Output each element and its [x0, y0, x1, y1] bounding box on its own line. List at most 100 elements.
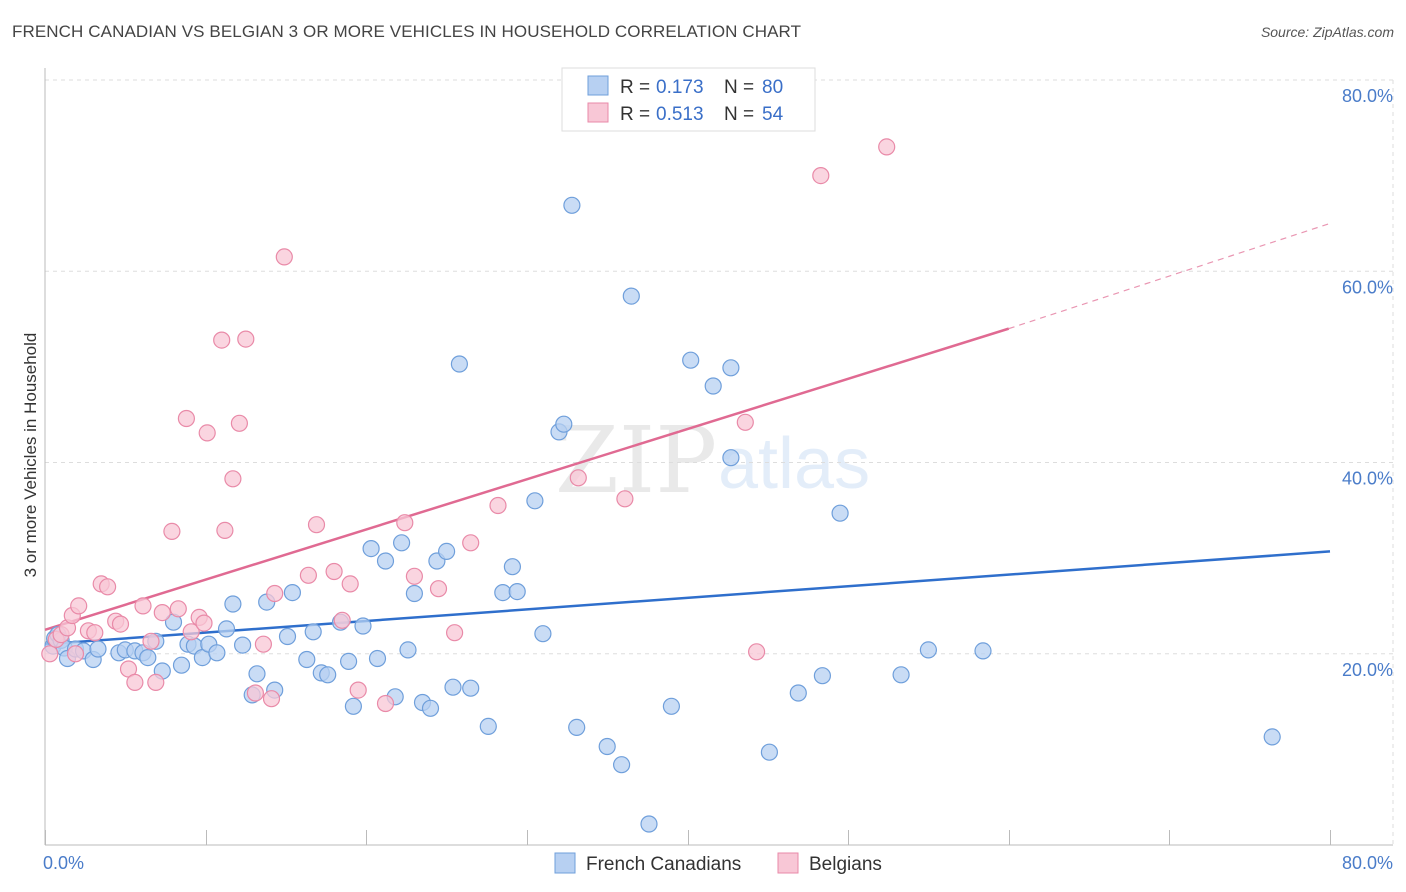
point-french-canadian-49	[421, 699, 440, 717]
point-belgian-43	[396, 514, 414, 532]
watermark-atlas: atlas	[718, 424, 870, 504]
point-belgian-37	[307, 516, 326, 534]
point-belgian-45	[429, 580, 448, 598]
point-french-canadian-28	[248, 665, 266, 683]
point-belgian-46	[446, 624, 464, 642]
point-french-canadian-77	[831, 504, 849, 522]
point-french-canadian-23	[208, 644, 226, 662]
trend-lines	[44, 222, 1331, 646]
point-french-canadian-65	[598, 737, 616, 756]
legend-r-value-2: 0.513	[656, 104, 704, 125]
point-belgian-42	[376, 694, 395, 713]
bottom-legend-french-canadians: French Canadians	[586, 854, 741, 875]
point-belgian-20	[169, 600, 187, 618]
trend-line-belgians	[44, 327, 1010, 632]
point-french-canadian-18	[172, 656, 191, 674]
point-belgian-26	[213, 331, 231, 349]
point-french-canadian-67	[622, 287, 640, 305]
data-points	[41, 138, 1281, 833]
point-belgian-10	[98, 578, 117, 596]
point-belgian-25	[198, 424, 216, 442]
point-french-canadian-80	[974, 642, 992, 660]
point-belgian-48	[489, 496, 507, 515]
point-belgian-44	[405, 567, 423, 585]
point-belgian-21	[177, 409, 195, 428]
point-french-canadian-59	[526, 492, 544, 510]
watermark-zip: ZIP	[555, 407, 717, 514]
point-belgian-5	[66, 645, 85, 663]
y-tick-label-20: 20.0%	[1342, 660, 1393, 680]
point-belgian-19	[163, 522, 181, 541]
point-french-canadian-62	[555, 415, 573, 433]
point-french-canadian-57	[503, 558, 522, 576]
point-french-canadian-58	[508, 582, 526, 601]
point-belgian-33	[262, 690, 281, 708]
point-french-canadian-63	[563, 196, 581, 214]
point-belgian-53	[812, 167, 830, 185]
point-french-canadian-54	[462, 679, 480, 697]
bottom-legend-swatch-french-canadians	[554, 852, 576, 874]
point-french-canadian-68	[640, 815, 658, 833]
point-belgian-49	[569, 469, 587, 487]
legend-r-label-1: R =	[620, 77, 650, 98]
point-french-canadian-72	[722, 359, 740, 377]
point-french-canadian-70	[682, 351, 700, 369]
point-french-canadian-79	[919, 641, 938, 659]
legend-swatch-french-canadians	[587, 75, 609, 96]
point-belgian-31	[246, 684, 264, 702]
legend-r-value-1: 0.173	[656, 77, 704, 98]
legend-r-label-2: R =	[620, 104, 650, 125]
bottom-legend: French Canadians Belgians	[554, 852, 882, 875]
x-tick-label-max: 80.0%	[1342, 853, 1393, 873]
point-belgian-0	[41, 645, 59, 663]
point-belgian-8	[86, 624, 104, 642]
point-french-canadian-33	[298, 650, 316, 669]
point-belgian-47	[462, 534, 480, 552]
point-french-canadian-81	[1263, 728, 1281, 746]
chart-title: FRENCH CANADIAN VS BELGIAN 3 OR MORE VEH…	[12, 22, 802, 41]
point-belgian-6	[70, 597, 88, 615]
point-french-canadian-74	[760, 743, 779, 761]
point-french-canadian-32	[283, 583, 301, 602]
point-belgian-32	[254, 635, 272, 653]
legend-n-value-2: 54	[762, 104, 784, 125]
x-tick-label-min: 0.0%	[43, 853, 84, 873]
point-french-canadian-53	[450, 355, 468, 373]
point-french-canadian-66	[612, 756, 631, 774]
point-belgian-30	[237, 330, 255, 348]
point-french-canadian-9	[89, 640, 107, 658]
point-belgian-41	[349, 681, 367, 699]
point-french-canadian-51	[438, 542, 456, 561]
point-french-canadian-52	[444, 678, 462, 696]
point-french-canadian-25	[224, 595, 242, 613]
point-french-canadian-41	[362, 539, 380, 558]
y-tick-label-40: 40.0%	[1342, 469, 1393, 489]
trend-line-french-canadians	[44, 550, 1331, 646]
point-french-canadian-31	[278, 627, 297, 646]
bottom-legend-belgians: Belgians	[809, 854, 882, 875]
point-belgian-12	[111, 615, 130, 633]
point-belgian-40	[341, 575, 359, 593]
gridlines	[45, 79, 1395, 845]
point-belgian-50	[616, 490, 634, 508]
point-french-canadian-38	[340, 652, 358, 671]
point-french-canadian-42	[368, 649, 387, 668]
point-french-canadian-76	[813, 667, 832, 685]
point-belgian-17	[147, 673, 165, 692]
axes	[44, 68, 1393, 846]
point-french-canadian-47	[405, 584, 423, 603]
legend: R = 0.173 N = 80 R = 0.513 N = 54	[561, 67, 816, 132]
tick-labels: 20.0% 40.0% 60.0% 80.0% 0.0% 80.0%	[43, 86, 1393, 873]
point-french-canadian-45	[393, 534, 411, 552]
y-tick-label-60: 60.0%	[1342, 277, 1393, 297]
y-axis-title: 3 or more Vehicles in Household	[21, 333, 40, 578]
point-belgian-18	[153, 603, 171, 622]
point-belgian-34	[266, 584, 284, 603]
legend-n-value-1: 80	[762, 77, 783, 98]
point-belgian-28	[224, 470, 242, 488]
point-french-canadian-43	[376, 552, 395, 570]
y-tick-label-80: 80.0%	[1342, 86, 1393, 106]
point-belgian-15	[134, 597, 152, 615]
point-french-canadian-56	[494, 583, 512, 602]
point-belgian-52	[747, 643, 766, 661]
